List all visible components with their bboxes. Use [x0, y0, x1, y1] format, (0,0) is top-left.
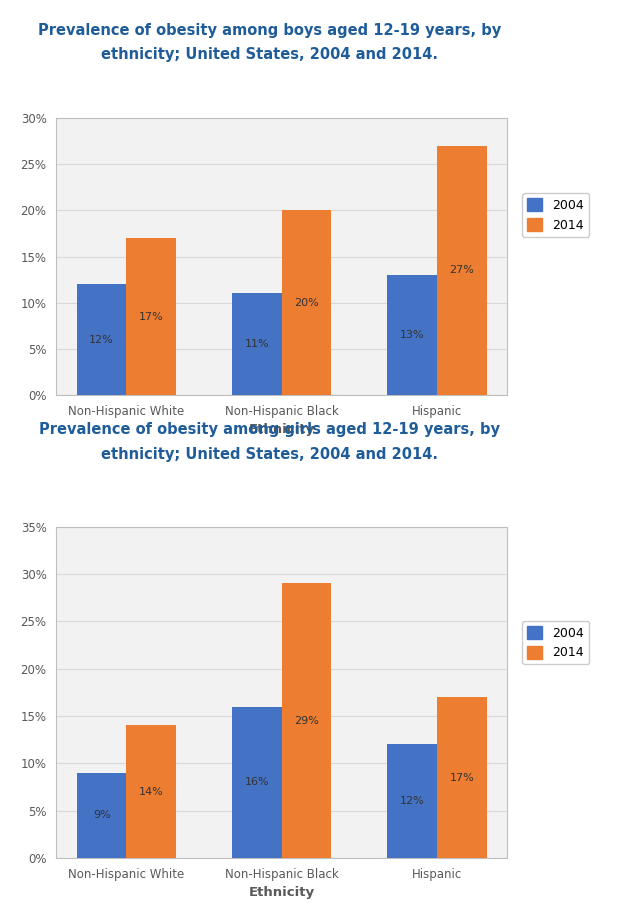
Bar	[77, 284, 126, 395]
Bar	[387, 275, 437, 395]
Text: 11%: 11%	[245, 340, 269, 350]
Bar	[126, 725, 176, 858]
Bar	[437, 697, 486, 858]
Bar	[77, 773, 126, 858]
Bar	[232, 293, 282, 395]
Text: 29%: 29%	[294, 716, 319, 725]
Legend: 2004, 2014: 2004, 2014	[522, 621, 589, 665]
X-axis label: Ethnicity: Ethnicity	[249, 423, 315, 436]
Legend: 2004, 2014: 2004, 2014	[522, 193, 589, 237]
Text: 13%: 13%	[400, 330, 424, 340]
Text: 17%: 17%	[139, 311, 164, 321]
Text: 14%: 14%	[139, 786, 164, 797]
Bar	[282, 211, 331, 395]
Text: Prevalence of obesity among boys aged 12-19 years, by
ethnicity; United States, : Prevalence of obesity among boys aged 12…	[38, 23, 501, 63]
Text: 27%: 27%	[449, 265, 474, 275]
Bar	[126, 238, 176, 395]
Text: Prevalence of obesity among girls aged 12-19 years, by
ethnicity; United States,: Prevalence of obesity among girls aged 1…	[39, 422, 500, 462]
Bar	[232, 706, 282, 858]
Bar	[437, 145, 486, 395]
Text: 16%: 16%	[245, 777, 269, 787]
Bar	[282, 584, 331, 858]
Text: 12%: 12%	[90, 334, 114, 345]
Text: 9%: 9%	[93, 811, 111, 821]
Text: 17%: 17%	[449, 773, 474, 783]
Bar	[387, 745, 437, 858]
Text: 12%: 12%	[399, 796, 424, 806]
X-axis label: Ethnicity: Ethnicity	[249, 886, 315, 899]
Text: 20%: 20%	[294, 298, 319, 308]
